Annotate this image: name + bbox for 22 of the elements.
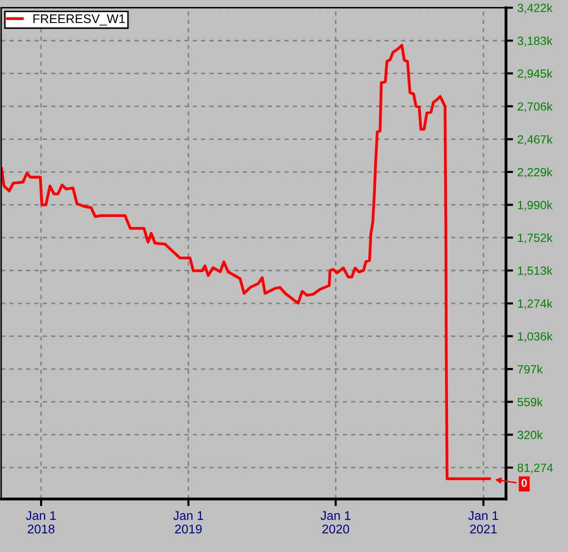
y-tick-label: 2,945k bbox=[518, 69, 553, 80]
y-tick-label: 3,422k bbox=[518, 3, 553, 14]
x-tick-label: Jan 1 2021 bbox=[468, 511, 498, 534]
y-tick-label: 1,990k bbox=[518, 200, 553, 211]
y-tick-label: 559k bbox=[518, 398, 543, 406]
y-tick-label: 2,706k bbox=[518, 102, 553, 112]
y-tick-label: 1,274k bbox=[518, 299, 553, 310]
line-series bbox=[1, 44, 491, 480]
y-tick-label: 1,036k bbox=[518, 332, 553, 342]
legend-label: FREERESV_W1 bbox=[33, 14, 125, 26]
x-tick-label: Jan 1 2020 bbox=[320, 511, 350, 534]
y-tick-label: 1,513k bbox=[518, 266, 553, 276]
y-tick-label: 797k bbox=[518, 364, 543, 374]
y-tick-label: 2,467k bbox=[518, 134, 553, 145]
y-tick-label: 2,229k bbox=[518, 168, 553, 178]
x-tick-label: Jan 1 2019 bbox=[173, 511, 204, 534]
y-tick-label: 1,752k bbox=[518, 233, 553, 244]
x-tick-label: Jan 1 2018 bbox=[26, 511, 56, 534]
y-tick-label: 81,274 bbox=[518, 464, 553, 474]
y-tick-label: 3,183k bbox=[518, 36, 553, 46]
y-tick-label: 320k bbox=[518, 430, 543, 440]
annotation: 0 bbox=[522, 479, 527, 487]
